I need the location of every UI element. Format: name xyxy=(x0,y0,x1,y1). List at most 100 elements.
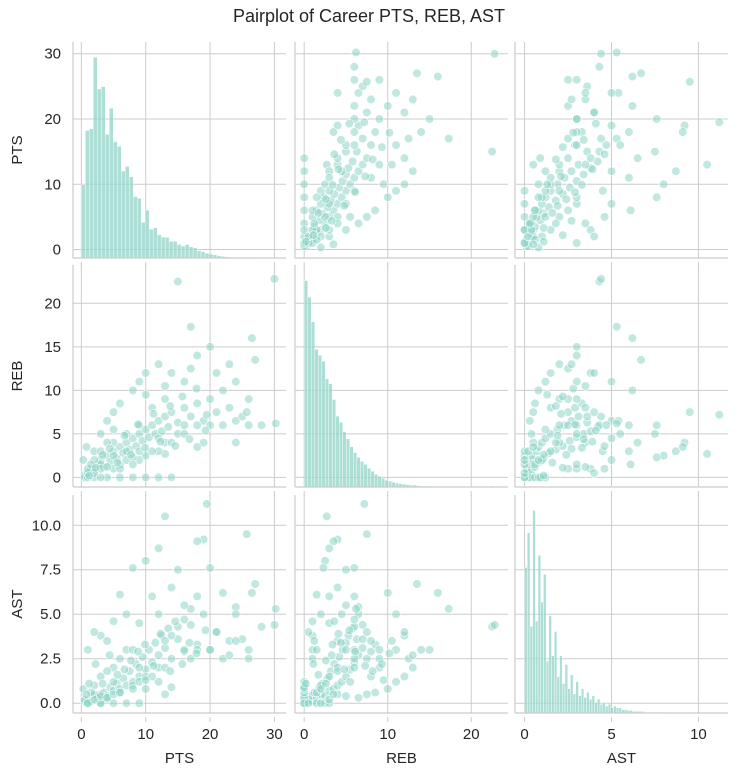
histogram-bar xyxy=(580,688,585,714)
histogram-bar xyxy=(360,461,365,488)
scatter-point xyxy=(572,394,582,404)
histogram-bar xyxy=(532,510,536,714)
scatter-point xyxy=(580,218,591,229)
scatter-point xyxy=(558,463,568,473)
scatter-point xyxy=(102,462,112,472)
histogram-bar xyxy=(335,416,340,488)
histogram-bar xyxy=(148,229,154,259)
scatter-point xyxy=(351,47,361,58)
scatter-point xyxy=(155,629,166,639)
scatter-point xyxy=(224,650,234,660)
scatter-point xyxy=(399,153,410,163)
scatter-point xyxy=(128,563,138,573)
histogram-bar xyxy=(537,555,541,714)
scatter-point xyxy=(636,355,646,365)
histogram-bar xyxy=(391,481,396,488)
scatter-point xyxy=(599,464,610,474)
scatter-point xyxy=(327,216,337,226)
histogram-bar xyxy=(591,695,595,714)
scatter-point xyxy=(126,450,136,460)
scatter-point xyxy=(632,438,643,448)
histogram-bar xyxy=(314,349,319,488)
scatter-point xyxy=(349,140,359,150)
scatter-point xyxy=(490,49,500,59)
scatter-point xyxy=(554,420,564,430)
scatter-point xyxy=(166,630,177,641)
scatter-point xyxy=(535,153,545,163)
scatter-point xyxy=(580,381,591,391)
scatter-point xyxy=(102,636,112,646)
scatter-point xyxy=(360,171,370,182)
panel-pts-vs-pts: 0 10 20 30 PTS xyxy=(9,42,286,267)
scatter-point xyxy=(313,208,323,218)
scatter-point xyxy=(339,664,349,675)
scatter-point xyxy=(599,149,610,159)
scatter-point xyxy=(299,166,309,176)
histogram-bar xyxy=(388,480,393,488)
scatter-point xyxy=(192,350,202,361)
scatter-point xyxy=(191,648,202,658)
panel-ast-vs-pts: 0.0 2.5 5.0 7.5 10.0 0 10 20 30 AST PTS xyxy=(9,495,286,767)
scatter-point xyxy=(612,322,622,332)
histogram-bar xyxy=(176,244,182,259)
x-tick-label: 20 xyxy=(463,726,480,743)
scatter-point xyxy=(714,410,724,420)
scatter-point xyxy=(166,682,177,692)
histogram-bar xyxy=(318,355,322,488)
scatter-point xyxy=(202,410,212,420)
scatter-point xyxy=(554,359,564,369)
scatter-point xyxy=(552,201,563,211)
histogram-bar xyxy=(615,707,620,714)
histogram-bar xyxy=(303,280,308,488)
scatter-point xyxy=(589,368,599,378)
scatter-point xyxy=(572,75,582,85)
scatter-point xyxy=(128,472,138,483)
scatter-point xyxy=(250,579,260,589)
scatter-point xyxy=(165,666,175,676)
scatter-point xyxy=(166,654,177,664)
scatter-point xyxy=(303,698,313,708)
scatter-point xyxy=(391,140,401,150)
histogram-bar xyxy=(543,574,547,714)
scatter-point xyxy=(166,472,177,483)
histogram-bar xyxy=(121,170,126,259)
scatter-point xyxy=(399,107,410,118)
scatter-point xyxy=(96,429,106,439)
scatter-point xyxy=(108,407,119,417)
histogram-bar xyxy=(145,209,150,259)
scatter-point xyxy=(115,472,125,483)
scatter-point xyxy=(580,403,591,413)
scatter-point xyxy=(329,149,339,159)
scatter-point xyxy=(349,62,359,72)
x-tick-label: 0 xyxy=(520,726,528,743)
scatter-point xyxy=(115,398,125,409)
scatter-point xyxy=(205,394,215,404)
scatter-point xyxy=(412,579,422,589)
scatter-point xyxy=(141,424,151,435)
scatter-point xyxy=(577,443,587,453)
scatter-point xyxy=(112,670,123,680)
histogram-bar xyxy=(172,241,178,259)
scatter-point xyxy=(345,677,355,687)
scatter-point xyxy=(596,274,606,284)
scatter-point xyxy=(627,71,637,82)
scatter-point xyxy=(366,636,376,646)
scatter-point xyxy=(318,563,329,573)
scatter-point xyxy=(186,322,196,332)
scatter-point xyxy=(714,117,724,127)
scatter-point xyxy=(528,407,538,417)
scatter-point xyxy=(424,114,435,124)
scatter-point xyxy=(533,385,544,395)
scatter-point xyxy=(626,205,636,215)
scatter-point xyxy=(570,419,580,429)
scatter-point xyxy=(542,179,552,189)
scatter-point xyxy=(547,458,557,468)
y-tick-label: 10 xyxy=(44,176,61,193)
scatter-point xyxy=(160,511,170,521)
scatter-point xyxy=(165,401,175,411)
scatter-point xyxy=(179,403,189,413)
scatter-point xyxy=(540,212,551,222)
scatter-point xyxy=(563,205,573,215)
scatter-point xyxy=(186,411,196,422)
histogram-bar xyxy=(599,704,603,714)
